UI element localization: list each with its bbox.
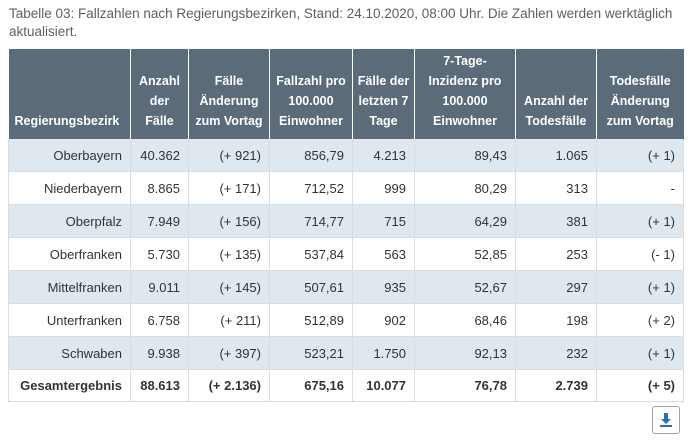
table-row: Oberfranken 5.730 (+ 135) 537,84 563 52,85 253…	[8, 237, 684, 271]
download-icon	[660, 413, 672, 427]
table-cell: 5.730	[130, 237, 189, 271]
column-header[interactable]: Fallzahl pro 100.000 Einwohner	[269, 49, 353, 139]
table-cell: (+ 135)	[188, 237, 270, 271]
table-row: Oberpfalz 7.949 (+ 156) 714,77 715 64,29 381 (+…	[8, 204, 684, 238]
column-header[interactable]: Fälle der letzten 7 Tage	[352, 49, 415, 139]
table-cell: 1.065	[515, 139, 597, 172]
region-name-cell: Oberbayern	[8, 139, 131, 172]
table-cell: (+ 1)	[596, 204, 684, 238]
column-header[interactable]: Anzahl der Todesfälle	[515, 49, 597, 139]
total-label-cell: Gesamtergebnis	[8, 369, 131, 402]
column-header[interactable]: 7-Tage-Inzidenz pro 100.000 Einwohner	[414, 49, 516, 139]
table-cell: 6.758	[130, 303, 189, 337]
table-cell: 902	[352, 303, 415, 337]
table-cell: 715	[352, 204, 415, 238]
table-body: Oberbayern 40.362 (+ 921) 856,79 4.213 89,43 1…	[8, 139, 684, 402]
table-cell: 253	[515, 237, 597, 271]
table-cell: 1.750	[352, 336, 415, 370]
column-header[interactable]: Fälle Änderung zum Vortag	[188, 49, 270, 139]
table-cell: 80,29	[414, 171, 516, 205]
table-cell: (+ 211)	[188, 303, 270, 337]
total-cell: (+ 2.136)	[188, 369, 270, 402]
total-cell: 675,16	[269, 369, 353, 402]
table-cell: 232	[515, 336, 597, 370]
total-cell: 2.739	[515, 369, 597, 402]
download-button[interactable]	[652, 406, 680, 434]
table-cell: 537,84	[269, 237, 353, 271]
table-cell: 64,29	[414, 204, 516, 238]
table-cell: 381	[515, 204, 597, 238]
total-cell: 10.077	[352, 369, 415, 402]
table-cell: 512,89	[269, 303, 353, 337]
total-cell: 76,78	[414, 369, 516, 402]
table-cell: (+ 171)	[188, 171, 270, 205]
table-header-row: Regierungsbezirk Anzahl der Fälle Fälle …	[8, 49, 684, 139]
region-name-cell: Unterfranken	[8, 303, 131, 337]
table-cell: 68,46	[414, 303, 516, 337]
table-cell: 856,79	[269, 139, 353, 172]
table-cell: 7.949	[130, 204, 189, 238]
region-name-cell: Mittelfranken	[8, 270, 131, 304]
table-cell: 52,85	[414, 237, 516, 271]
table-cell: (+ 156)	[188, 204, 270, 238]
table-cell: 9.011	[130, 270, 189, 304]
table-cell: (+ 145)	[188, 270, 270, 304]
table-cell: (- 1)	[596, 237, 684, 271]
total-cell: (+ 5)	[596, 369, 684, 402]
table-cell: 40.362	[130, 139, 189, 172]
table-row: Oberbayern 40.362 (+ 921) 856,79 4.213 89,43 1…	[8, 139, 684, 172]
table-caption: Tabelle 03: Fallzahlen nach Regierungsbe…	[9, 6, 673, 39]
table-cell: 89,43	[414, 139, 516, 172]
table-cell: 9.938	[130, 336, 189, 370]
case-table: Regierungsbezirk Anzahl der Fälle Fälle …	[8, 49, 684, 402]
region-name-cell: Oberpfalz	[8, 204, 131, 238]
table-cell: 523,21	[269, 336, 353, 370]
table-row: Mittelfranken 9.011 (+ 145) 507,61 935 52,67 2…	[8, 270, 684, 304]
table-cell: 297	[515, 270, 597, 304]
region-name-cell: Niederbayern	[8, 171, 131, 205]
table-cell: 92,13	[414, 336, 516, 370]
table-cell: 507,61	[269, 270, 353, 304]
region-name-cell: Oberfranken	[8, 237, 131, 271]
table-cell: 8.865	[130, 171, 189, 205]
table-cell: 198	[515, 303, 597, 337]
table-cell: (+ 2)	[596, 303, 684, 337]
table-cell: (+ 397)	[188, 336, 270, 370]
table-cell: -	[596, 171, 684, 205]
table-cell: 313	[515, 171, 597, 205]
table-cell: 712,52	[269, 171, 353, 205]
table-row: Niederbayern 8.865 (+ 171) 712,52 999 80,29 31…	[8, 171, 684, 205]
table-cell: (+ 1)	[596, 336, 684, 370]
table-cell: 52,67	[414, 270, 516, 304]
table-cell: 935	[352, 270, 415, 304]
table-cell: (+ 1)	[596, 139, 684, 172]
table-row: Schwaben 9.938 (+ 397) 523,21 1.750 92,13 232(…	[8, 336, 684, 370]
table-cell: 563	[352, 237, 415, 271]
table-cell: (+ 921)	[188, 139, 270, 172]
column-header[interactable]: Anzahl der Fälle	[130, 49, 189, 139]
total-row: Gesamtergebnis 88.613 (+ 2.136) 675,16 10.07…	[8, 369, 684, 402]
column-header[interactable]: Todesfälle Änderung zum Vortag	[596, 49, 684, 139]
total-cell: 88.613	[130, 369, 189, 402]
table-cell: 4.213	[352, 139, 415, 172]
region-name-cell: Schwaben	[8, 336, 131, 370]
table-row: Unterfranken 6.758 (+ 211) 512,89 902 68,46 19…	[8, 303, 684, 337]
table-cell: 999	[352, 171, 415, 205]
table-cell: 714,77	[269, 204, 353, 238]
table-cell: (+ 1)	[596, 270, 684, 304]
column-header[interactable]: Regierungsbezirk	[8, 49, 131, 139]
